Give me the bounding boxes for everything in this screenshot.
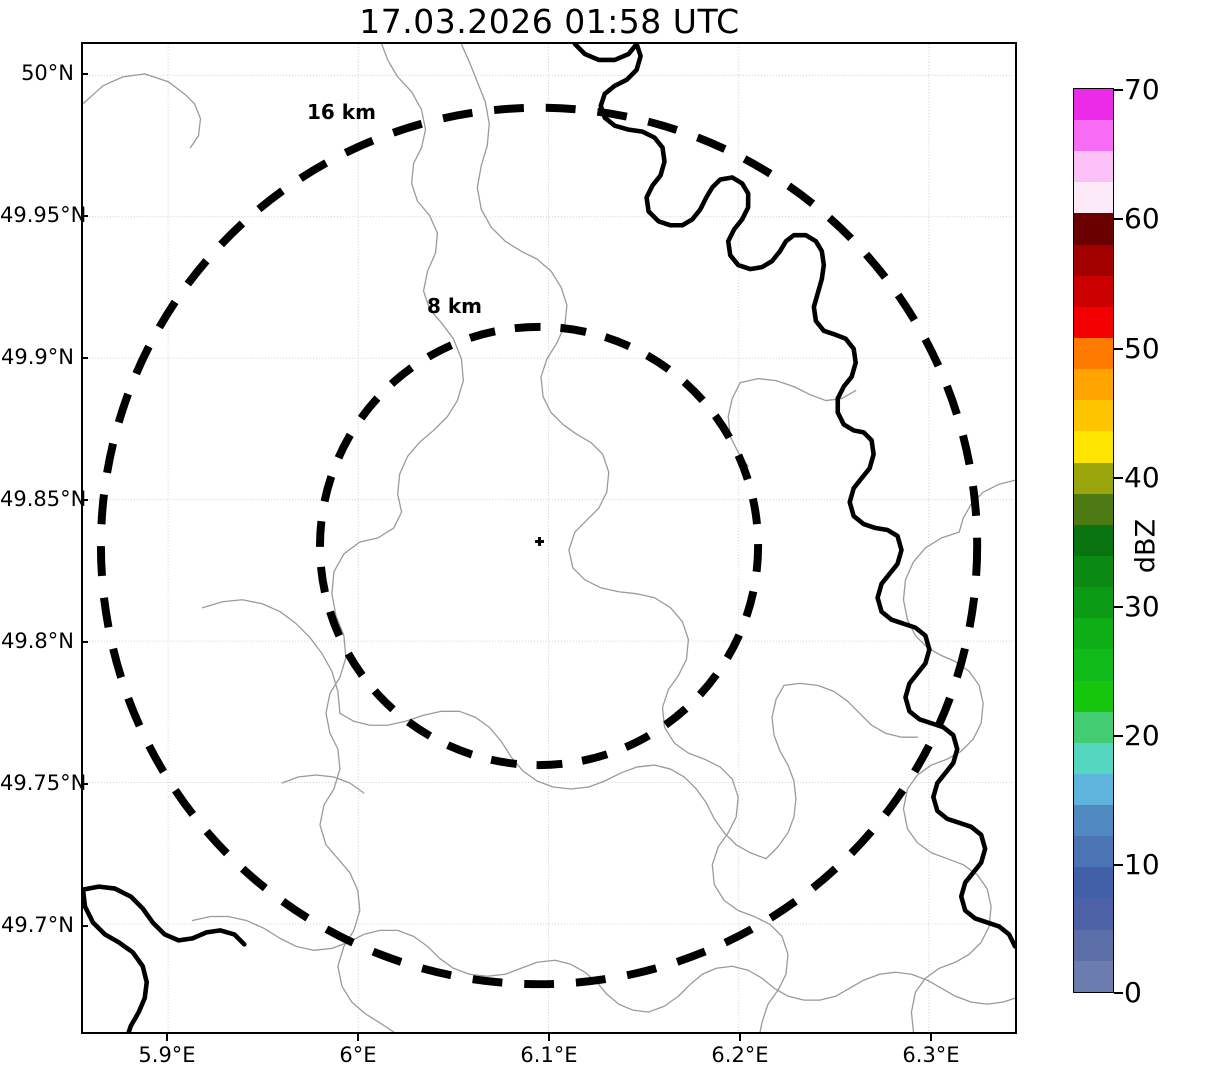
colorbar-band (1074, 524, 1113, 557)
ytick-label-498n: 49.8°N (1, 629, 74, 653)
ytick-mark (81, 499, 88, 501)
xtick-mark (166, 1034, 168, 1041)
colorbar-band (1074, 587, 1113, 619)
colorbar-band (1074, 774, 1113, 806)
colorbar-band (1074, 182, 1113, 214)
ytick-label-4995n: 49.95°N (0, 203, 87, 227)
xtick-label-59e: 5.9°E (138, 1043, 196, 1067)
gridlines (83, 44, 1015, 1032)
range-ring-8km (316, 322, 763, 770)
colorbar-band (1074, 680, 1113, 712)
colorbar-tick-mark (1114, 735, 1123, 737)
colorbar-band (1074, 493, 1113, 525)
colorbar-tick-label-50: 50 (1124, 332, 1160, 365)
colorbar-tick-label-0: 0 (1124, 976, 1142, 1009)
national-borders (83, 44, 1015, 1032)
xtick-mark (548, 1034, 550, 1041)
colorbar-band (1074, 431, 1113, 463)
colorbar-band (1074, 275, 1113, 307)
ytick-label-4975n: 49.75°N (0, 771, 87, 795)
colorbar-tick-label-40: 40 (1124, 461, 1160, 494)
colorbar-tick-label-60: 60 (1124, 202, 1160, 235)
xtick-mark (357, 1034, 359, 1041)
ytick-label-499n: 49.9°N (1, 345, 74, 369)
colorbar-axis-label: dBZ (1130, 518, 1162, 574)
chart-title: 17.03.2026 01:58 UTC (359, 2, 740, 41)
colorbar-tick-label-70: 70 (1124, 73, 1160, 106)
radar-site-marker (535, 537, 545, 546)
ytick-mark (81, 641, 88, 643)
colorbar-band (1074, 960, 1113, 992)
colorbar-tick-mark (1114, 992, 1123, 994)
colorbar (1073, 88, 1114, 993)
colorbar-band (1074, 88, 1113, 121)
xtick-label-63e: 6.3°E (902, 1043, 960, 1067)
ytick-mark (81, 783, 88, 785)
colorbar-band (1074, 400, 1113, 432)
colorbar-tick-mark (1114, 864, 1123, 866)
colorbar-band (1074, 929, 1113, 961)
ytick-mark (81, 357, 88, 359)
colorbar-tick-mark (1114, 606, 1123, 608)
ytick-mark (81, 925, 88, 927)
colorbar-band (1074, 836, 1113, 868)
ytick-label-50n: 50°N (21, 61, 74, 85)
colorbar-tick-mark (1114, 218, 1123, 220)
colorbar-band (1074, 120, 1113, 152)
colorbar-band (1074, 711, 1113, 743)
colorbar-tick-mark (1114, 477, 1123, 479)
colorbar-band (1074, 649, 1113, 681)
range-ring-16km-label: 16 km (307, 100, 376, 124)
colorbar-band (1074, 306, 1113, 339)
colorbar-band (1074, 213, 1113, 245)
xtick-mark (930, 1034, 932, 1041)
colorbar-band (1074, 462, 1113, 494)
xtick-label-6e: 6°E (339, 1043, 377, 1067)
colorbar-tick-label-20: 20 (1124, 719, 1160, 752)
xtick-label-62e: 6.2°E (711, 1043, 769, 1067)
range-ring-8km-label: 8 km (427, 294, 483, 318)
xtick-label-61e: 6.1°E (520, 1043, 578, 1067)
map-canvas (83, 44, 1015, 1032)
colorbar-tick-mark (1114, 89, 1123, 91)
colorbar-band (1074, 805, 1113, 837)
ytick-label-4985n: 49.85°N (0, 487, 87, 511)
colorbar-band (1074, 151, 1113, 183)
colorbar-band (1074, 742, 1113, 775)
colorbar-band (1074, 867, 1113, 899)
colorbar-band (1074, 244, 1113, 276)
colorbar-band (1074, 898, 1113, 930)
radar-map-axes: 16 km 8 km (81, 42, 1017, 1034)
ytick-mark (81, 73, 88, 75)
colorbar-band (1074, 338, 1113, 370)
range-ring-16km (96, 103, 982, 989)
colorbar-tick-label-30: 30 (1124, 590, 1160, 623)
colorbar-tick-mark (1114, 348, 1123, 350)
xtick-mark (739, 1034, 741, 1041)
ytick-mark (81, 215, 88, 217)
colorbar-tick-label-10: 10 (1124, 848, 1160, 881)
colorbar-band (1074, 556, 1113, 588)
ytick-label-497n: 49.7°N (1, 913, 74, 937)
colorbar-band (1074, 618, 1113, 650)
colorbar-band (1074, 369, 1113, 401)
range-rings (96, 103, 982, 989)
